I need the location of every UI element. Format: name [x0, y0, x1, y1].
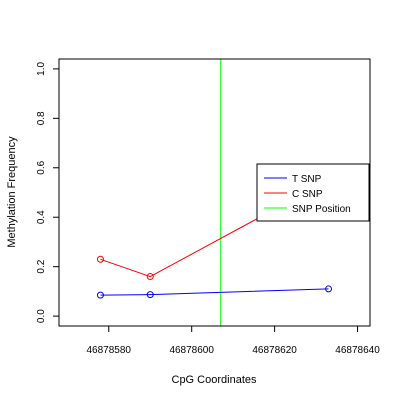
- x-tick-label: 46878620: [252, 345, 297, 356]
- plot-frame: [58, 58, 371, 327]
- y-tick-label: 0.6: [36, 160, 47, 174]
- legend-label: T SNP: [292, 174, 322, 185]
- t-snp-line: [100, 288, 329, 296]
- x-tick-label: 46878640: [335, 345, 380, 356]
- legend-label: C SNP: [292, 189, 323, 200]
- t-snp-point: [96, 291, 104, 299]
- c-snp-point: [146, 273, 154, 281]
- x-tick-label: 46878580: [87, 345, 132, 356]
- y-tick-label: 0.8: [36, 111, 47, 125]
- x-axis-title: CpG Coordinates: [172, 374, 257, 386]
- c-snp-point: [96, 255, 104, 263]
- y-tick-label: 0.4: [36, 210, 47, 224]
- t-snp-point: [325, 285, 333, 293]
- legend-label: SNP Position: [292, 204, 351, 215]
- y-tick-label: 0.0: [36, 309, 47, 323]
- x-tick-label: 46878600: [169, 345, 214, 356]
- y-axis-title: Methylation Frequency: [6, 136, 18, 248]
- legend: T SNP C SNP SNP Position: [256, 163, 370, 222]
- y-tick-label: 1.0: [36, 62, 47, 76]
- y-tick-label: 0.2: [36, 259, 47, 273]
- t-snp-point: [146, 291, 154, 299]
